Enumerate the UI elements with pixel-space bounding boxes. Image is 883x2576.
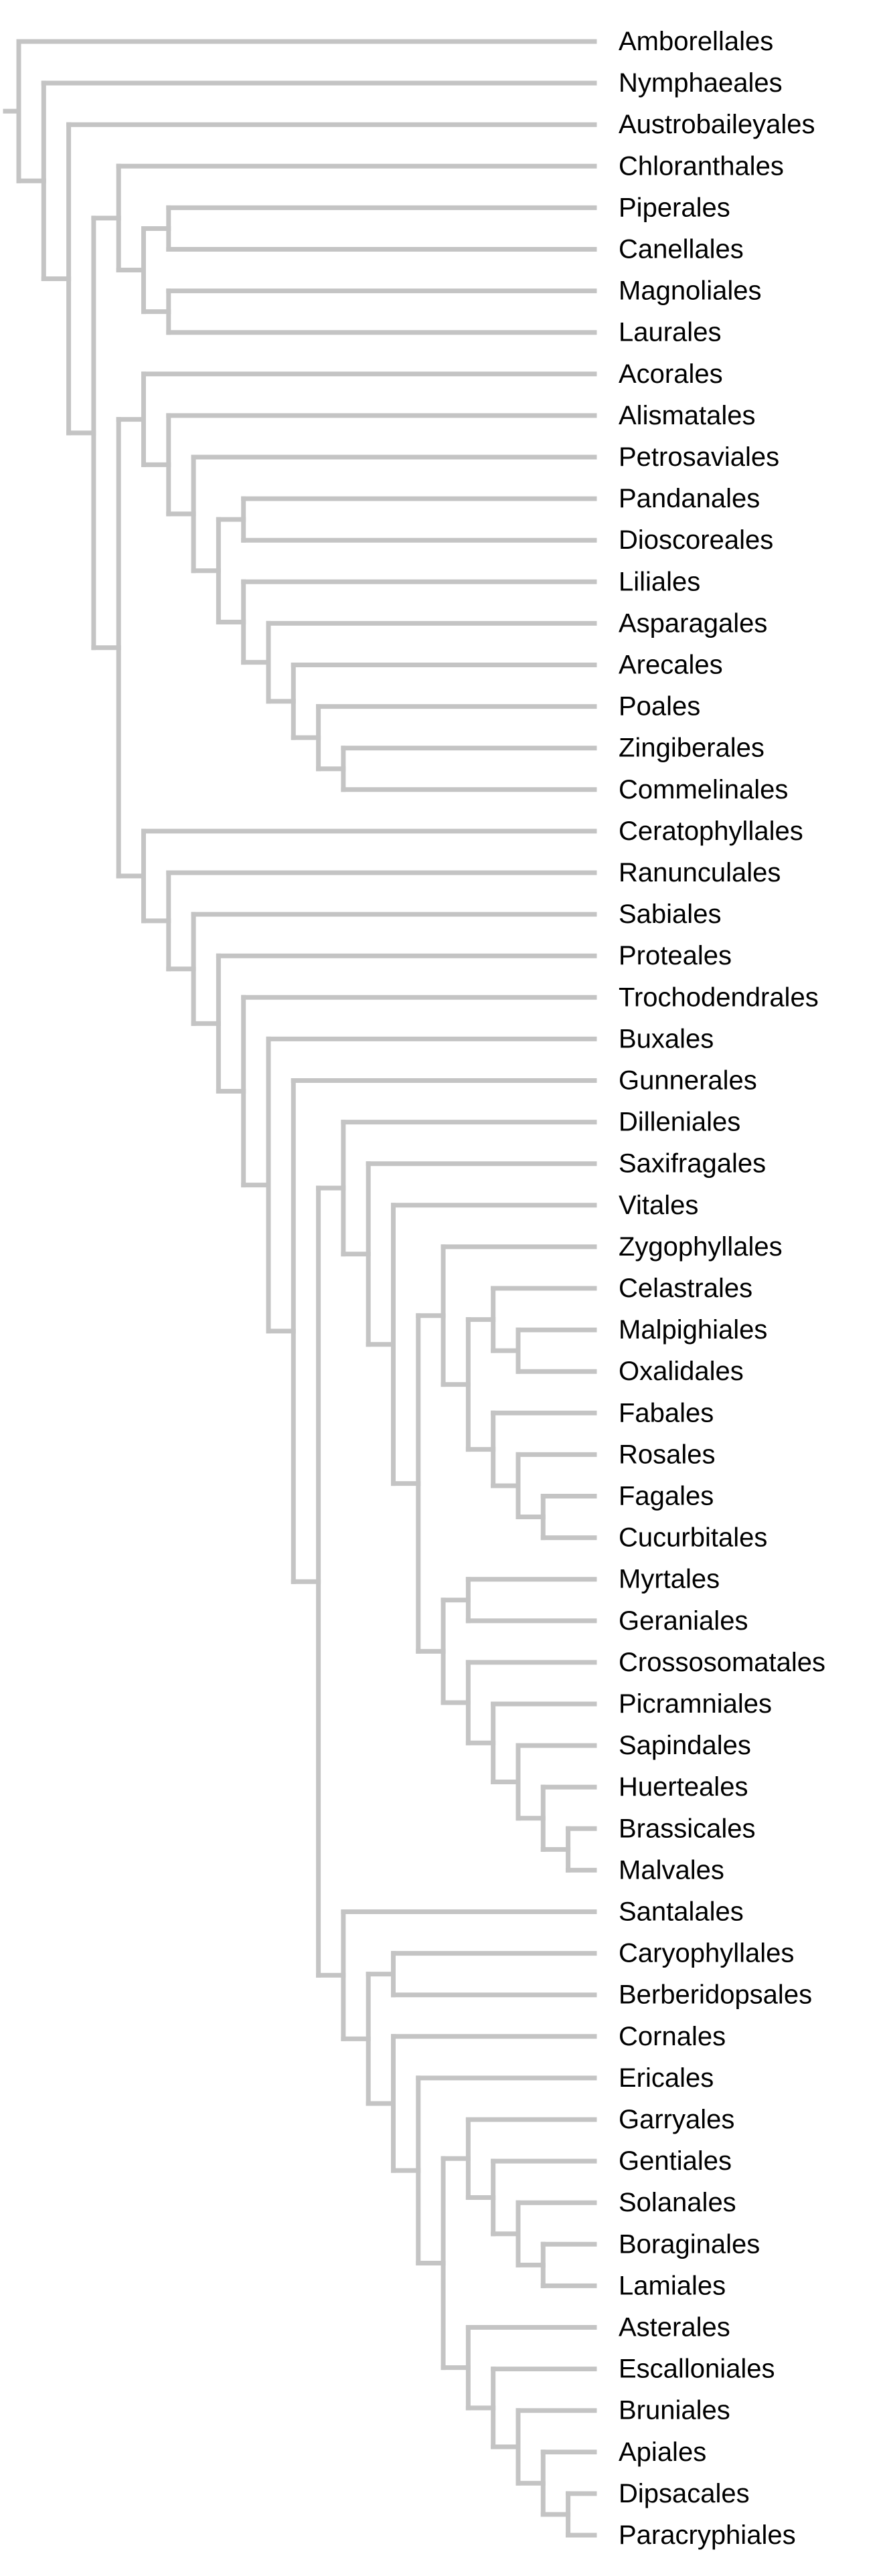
leaf-label-laurales: Laurales (619, 318, 721, 347)
leaf-label-brassicales: Brassicales (619, 1814, 756, 1843)
leaf-label-poales: Poales (619, 692, 700, 721)
leaf-label-ericales: Ericales (619, 2063, 714, 2093)
leaf-label-escalloniales: Escalloniales (619, 2354, 775, 2384)
leaf-label-zingiberales: Zingiberales (619, 734, 765, 763)
leaf-label-celastrales: Celastrales (619, 1274, 752, 1303)
leaf-label-dioscoreales: Dioscoreales (619, 525, 773, 555)
leaf-label-asparagales: Asparagales (619, 608, 767, 638)
leaf-label-sabiales: Sabiales (619, 899, 721, 929)
leaf-label-malvales: Malvales (619, 1855, 724, 1885)
leaf-label-acorales: Acorales (619, 359, 723, 389)
leaf-label-berberidopsales: Berberidopsales (619, 1980, 812, 2010)
tree-labels: Amborellales Nymphaeales Austrobaileyales C… (619, 27, 825, 2550)
leaf-label-apiales: Apiales (619, 2437, 706, 2467)
leaf-label-ranunculales: Ranunculales (619, 858, 781, 887)
leaf-label-zygophyllales: Zygophyllales (619, 1232, 783, 1262)
leaf-label-amborellales: Amborellales (619, 27, 773, 56)
leaf-label-cucurbitales: Cucurbitales (619, 1523, 767, 1553)
leaf-label-cornales: Cornales (619, 2022, 726, 2051)
leaf-label-sapindales: Sapindales (619, 1731, 751, 1760)
leaf-label-dipsacales: Dipsacales (619, 2479, 750, 2508)
leaf-label-chloranthales: Chloranthales (619, 151, 784, 181)
leaf-label-liliales: Liliales (619, 567, 700, 596)
leaf-label-dilleniales: Dilleniales (619, 1108, 740, 1137)
leaf-label-canellales: Canellales (619, 235, 744, 264)
tree-branches (3, 39, 597, 2538)
leaf-label-arecales: Arecales (619, 651, 723, 680)
leaf-label-petrosaviales: Petrosaviales (619, 442, 779, 472)
leaf-label-gunnerales: Gunnerales (619, 1066, 757, 1096)
leaf-label-vitales: Vitales (619, 1191, 698, 1220)
leaf-label-piperales: Piperales (619, 193, 730, 222)
leaf-label-malpighiales: Malpighiales (619, 1315, 767, 1345)
leaf-label-nymphaeales: Nymphaeales (619, 68, 783, 98)
leaf-label-fabales: Fabales (619, 1398, 714, 1428)
leaf-label-proteales: Proteales (619, 941, 732, 970)
leaf-label-pandanales: Pandanales (619, 484, 760, 513)
leaf-label-rosales: Rosales (619, 1440, 716, 1469)
leaf-label-geraniales: Geraniales (619, 1606, 748, 1636)
leaf-label-commelinales: Commelinales (619, 775, 788, 804)
leaf-label-picramniales: Picramniales (619, 1689, 772, 1719)
leaf-label-myrtales: Myrtales (619, 1565, 720, 1594)
leaf-label-gentiales: Gentiales (619, 2146, 732, 2176)
leaf-label-lamiales: Lamiales (619, 2271, 726, 2300)
leaf-label-buxales: Buxales (619, 1024, 714, 1053)
leaf-label-boraginales: Boraginales (619, 2229, 760, 2259)
leaf-label-paracryphiales: Paracryphiales (619, 2520, 796, 2550)
leaf-label-trochodendrales: Trochodendrales (619, 982, 819, 1012)
leaf-label-crossosomatales: Crossosomatales (619, 1648, 825, 1677)
leaf-label-oxalidales: Oxalidales (619, 1357, 744, 1386)
leaf-label-magnoliales: Magnoliales (619, 276, 761, 306)
leaf-label-bruniales: Bruniales (619, 2396, 730, 2425)
leaf-label-huerteales: Huerteales (619, 1772, 748, 1802)
leaf-label-austrobaileyales: Austrobaileyales (619, 110, 815, 139)
leaf-label-santalales: Santalales (619, 1897, 744, 1927)
leaf-label-alismatales: Alismatales (619, 401, 756, 430)
leaf-label-garryales: Garryales (619, 2105, 734, 2134)
leaf-label-ceratophyllales: Ceratophyllales (619, 817, 803, 846)
leaf-label-fagales: Fagales (619, 1482, 714, 1511)
leaf-label-solanales: Solanales (619, 2188, 736, 2217)
leaf-label-saxifragales: Saxifragales (619, 1149, 766, 1179)
leaf-label-asterales: Asterales (619, 2313, 730, 2342)
leaf-label-caryophyllales: Caryophyllales (619, 1939, 794, 1968)
